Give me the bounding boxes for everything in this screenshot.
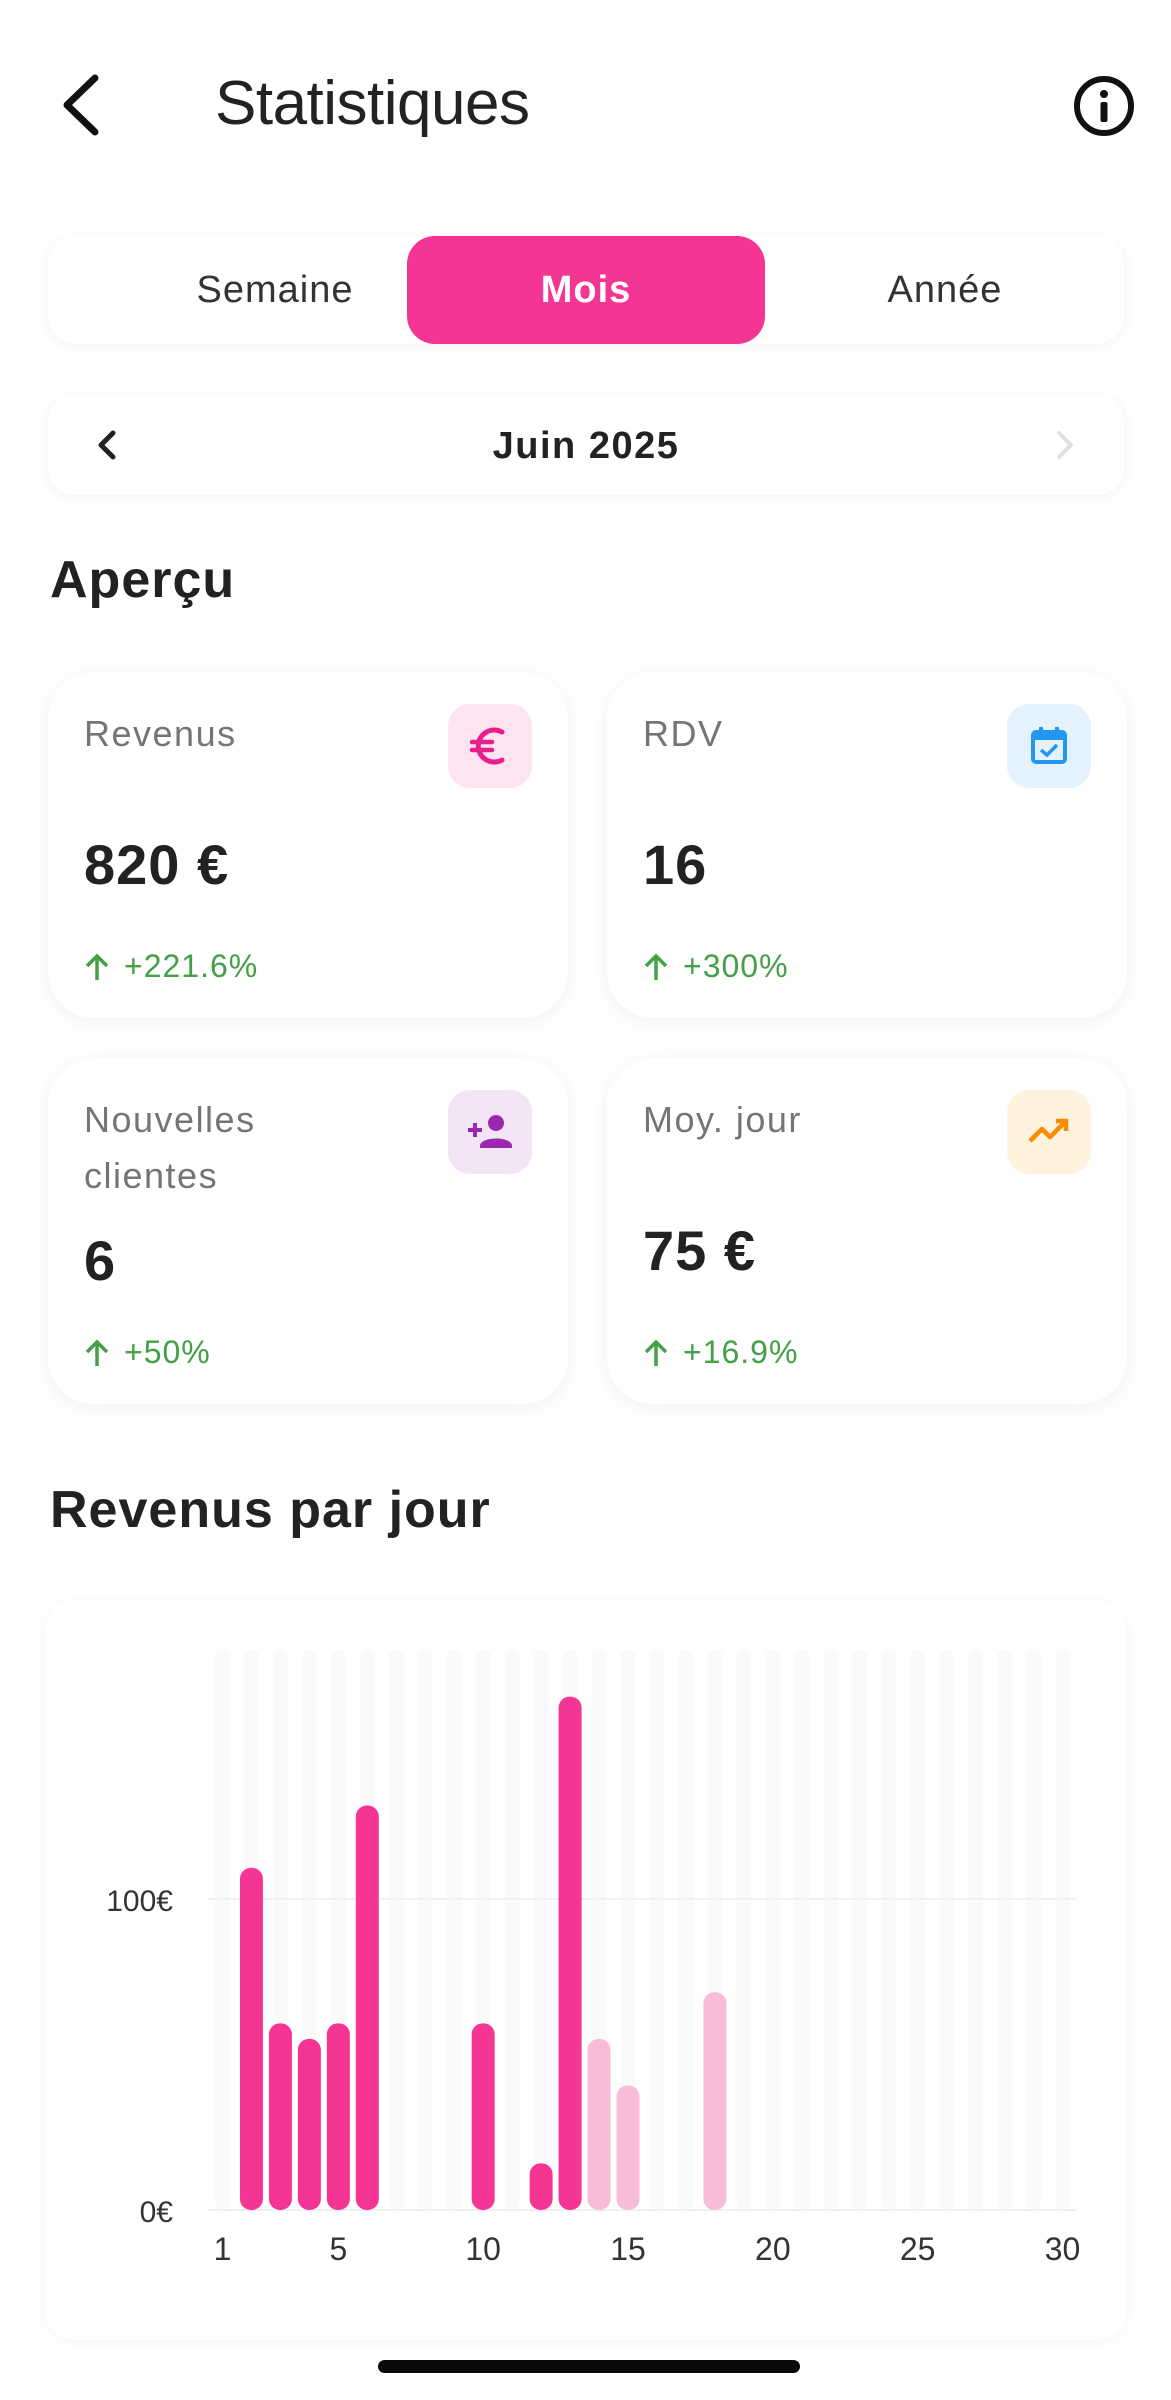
revenue-chart-card: 0€ 100€ 1 5 10 15 20 25 30 [45, 1600, 1127, 2340]
x-tick-label: 15 [610, 2231, 646, 2267]
chevron-left-icon [98, 430, 116, 460]
card-change: +300% [643, 948, 789, 985]
stat-card-moy-jour[interactable]: Moy. jour 75 € +16.9% [607, 1058, 1127, 1404]
card-label: Nouvelles clientes [84, 1099, 256, 1196]
period-label: Juin 2025 [492, 425, 680, 467]
column-background [215, 1650, 230, 2210]
column-background [533, 1650, 549, 2210]
column-background [794, 1650, 810, 2210]
chart-section-title: Revenus par jour [50, 1481, 491, 1539]
x-tick-label: 10 [465, 2231, 501, 2267]
page-title: Statistiques [215, 69, 530, 138]
arrow-up-icon [85, 953, 109, 980]
card-change-text: +300% [683, 948, 789, 984]
bar-day-12[interactable] [529, 2163, 553, 2210]
card-value: 16 [643, 833, 708, 896]
chevron-right-icon [1057, 431, 1073, 459]
y-tick-label: 100€ [106, 1885, 173, 1918]
x-tick-label: 1 [214, 2231, 232, 2267]
column-background [446, 1650, 462, 2210]
overview-title: Aperçu [50, 551, 236, 609]
stat-card-rdv[interactable]: RDV 16 +300% [607, 672, 1127, 1018]
tab-mois[interactable]: Mois [407, 236, 765, 344]
column-background [418, 1650, 433, 2210]
column-background [504, 1650, 520, 2210]
card-change: +16.9% [643, 1334, 798, 1371]
card-value: 75 € [643, 1219, 756, 1282]
card-change: +221.6% [84, 948, 258, 985]
card-change-text: +50% [124, 1334, 211, 1370]
stat-card-revenus[interactable]: Revenus 820 € +221.6% [48, 672, 568, 1018]
y-tick-label: 0€ [140, 2196, 174, 2229]
arrow-up-icon [85, 1339, 109, 1366]
bar-day-18[interactable] [703, 1992, 727, 2210]
bar-day-13[interactable] [558, 1696, 582, 2210]
card-icon-container [1007, 1090, 1091, 1174]
column-background [939, 1650, 954, 2210]
card-icon-container [448, 704, 532, 788]
bar-day-14[interactable] [587, 2038, 611, 2210]
bar-day-6[interactable] [355, 1805, 379, 2210]
column-background [852, 1650, 867, 2210]
x-tick-label: 5 [329, 2231, 347, 2267]
app-header: Statistiques [0, 0, 1171, 210]
x-tick-label: 20 [755, 2231, 791, 2267]
card-label: RDV [643, 713, 724, 754]
x-tick-label: 25 [900, 2231, 936, 2267]
card-value: 820 € [84, 833, 230, 896]
card-change-text: +221.6% [124, 948, 259, 984]
column-background [997, 1650, 1012, 2210]
next-period-button[interactable] [1042, 423, 1086, 467]
person-add-icon [468, 1115, 512, 1148]
card-icon-container [1007, 704, 1091, 788]
bar-day-2[interactable] [239, 1867, 263, 2210]
column-background [881, 1650, 896, 2210]
calendar-check-icon [1031, 727, 1067, 764]
previous-period-button[interactable] [86, 423, 130, 467]
column-background [678, 1650, 694, 2210]
bar-day-3[interactable] [268, 2023, 292, 2210]
arrow-up-icon [644, 1339, 668, 1366]
card-icon-container [448, 1090, 532, 1174]
column-background [736, 1650, 752, 2210]
bar-day-4[interactable] [297, 2038, 321, 2210]
column-background [649, 1650, 665, 2210]
card-value: 6 [84, 1229, 117, 1292]
tab-annee[interactable]: Année [887, 268, 1003, 311]
x-tick-label: 30 [1045, 2231, 1081, 2267]
column-background [389, 1650, 404, 2210]
bar-day-5[interactable] [326, 2023, 350, 2210]
period-type-tabs: Semaine Mois Année [48, 236, 1124, 344]
column-background [620, 1650, 636, 2210]
stat-card-nouvelles-clientes[interactable]: Nouvelles clientes 6 +50% [48, 1058, 568, 1404]
column-background [910, 1650, 925, 2210]
arrow-up-icon [644, 953, 668, 980]
info-button[interactable] [1072, 74, 1136, 138]
column-background [823, 1650, 839, 2210]
card-label: Moy. jour [643, 1099, 802, 1140]
card-label: Revenus [84, 713, 237, 754]
back-button[interactable] [55, 70, 115, 140]
tab-semaine[interactable]: Semaine [196, 268, 354, 311]
revenue-bar-chart: 0€100€1 5 10 15 20 25 30 [106, 1650, 1081, 2267]
bar-day-15[interactable] [616, 2085, 640, 2210]
column-background [1055, 1650, 1070, 2210]
trending-up-icon [1028, 1118, 1069, 1143]
card-change: +50% [84, 1334, 211, 1371]
euro-icon [469, 727, 505, 765]
column-background [765, 1650, 781, 2210]
column-background [968, 1650, 983, 2210]
column-background [1026, 1650, 1041, 2210]
card-change-text: +16.9% [683, 1334, 799, 1370]
bar-day-10[interactable] [471, 2023, 495, 2210]
period-navigator: Juin 2025 [48, 395, 1124, 495]
info-icon [1074, 76, 1134, 136]
chevron-left-icon [63, 74, 99, 136]
home-indicator [378, 2360, 800, 2373]
